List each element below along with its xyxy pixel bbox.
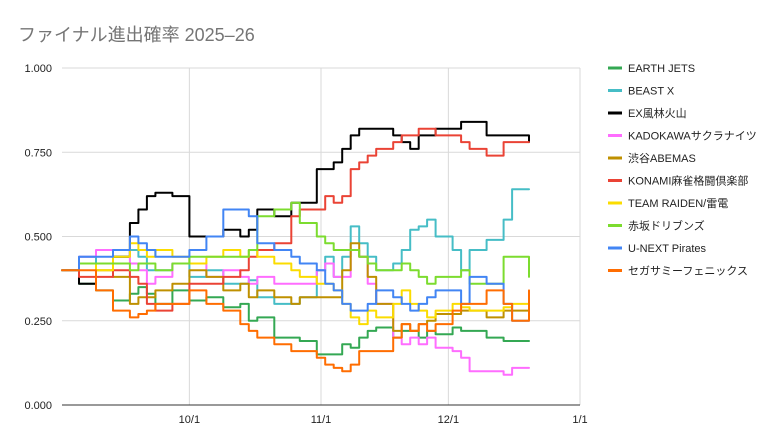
- axes: 0.000 0.250 0.500 0.750 1.000 10/1 11/1 12/1 1/1: [24, 63, 587, 426]
- legend-item: 赤坂ドリブンズ: [608, 219, 705, 233]
- legend-label: EX風林火山: [628, 106, 687, 120]
- legend-label: セガサミーフェニックス: [628, 265, 748, 278]
- legend-item: EARTH JETS: [608, 63, 695, 75]
- legend-item: U-NEXT Pirates: [608, 243, 707, 255]
- series-lines: [61, 120, 530, 376]
- legend-label: KADOKAWAサクラナイツ: [628, 130, 757, 143]
- legend-item: KONAMI麻雀格闘倶楽部: [608, 174, 748, 188]
- y-tick-label: 0.000: [24, 400, 52, 412]
- x-tick-label: 1/1: [572, 414, 587, 426]
- legend-item: TEAM RAIDEN/雷電: [608, 197, 728, 210]
- legend-item: 渋谷ABEMAS: [608, 152, 696, 165]
- y-tick-label: 0.750: [24, 147, 52, 159]
- legend-item: BEAST X: [608, 86, 675, 98]
- series-line-3: [61, 249, 530, 376]
- series-line-8: [61, 208, 530, 322]
- series-line-7: [61, 201, 530, 285]
- legend: EARTH JETS BEAST X EX風林火山 KADOKAWAサクラナイツ渋谷A…: [608, 63, 757, 278]
- legend-item: セガサミーフェニックス: [608, 265, 748, 278]
- legend-label: KONAMI麻雀格闘倶楽部: [628, 174, 748, 188]
- legend-label: 渋谷ABEMAS: [628, 152, 696, 165]
- x-tick-label: 11/1: [311, 414, 332, 426]
- x-tick-label: 10/1: [179, 414, 200, 426]
- legend-label: U-NEXT Pirates: [628, 243, 707, 255]
- chart-title: ファイナル進出確率 2025–26: [18, 25, 255, 45]
- series-line-9: [61, 269, 530, 373]
- y-tick-label: 0.500: [24, 232, 52, 244]
- legend-item: KADOKAWAサクラナイツ: [608, 130, 757, 143]
- legend-label: BEAST X: [628, 86, 675, 98]
- x-tick-label: 12/1: [438, 414, 459, 426]
- legend-label: EARTH JETS: [628, 63, 695, 75]
- y-tick-label: 1.000: [24, 63, 52, 75]
- series-line-6: [61, 242, 530, 326]
- y-tick-label: 0.250: [24, 316, 52, 328]
- legend-item: EX風林火山: [608, 106, 687, 120]
- legend-label: 赤坂ドリブンズ: [628, 219, 705, 233]
- series-line-5: [61, 127, 530, 312]
- legend-label: TEAM RAIDEN/雷電: [628, 197, 728, 210]
